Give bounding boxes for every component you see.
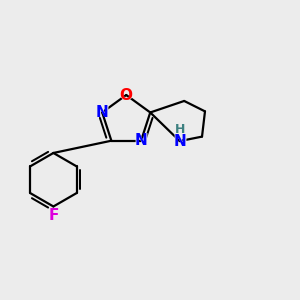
Text: H: H xyxy=(175,123,185,136)
Text: N: N xyxy=(96,105,109,120)
Text: N: N xyxy=(134,132,148,150)
Text: N: N xyxy=(173,134,186,148)
Text: O: O xyxy=(118,86,134,104)
Text: N: N xyxy=(95,103,110,122)
Text: N: N xyxy=(135,133,147,148)
Text: O: O xyxy=(120,88,133,103)
Text: F: F xyxy=(48,208,59,223)
Text: N: N xyxy=(172,132,187,150)
